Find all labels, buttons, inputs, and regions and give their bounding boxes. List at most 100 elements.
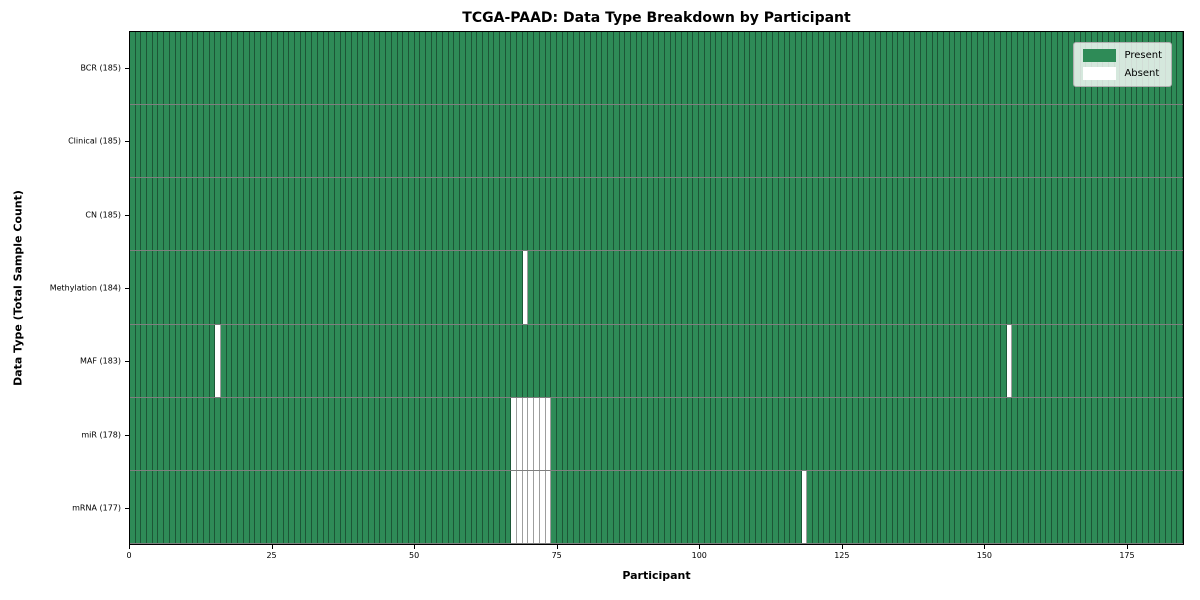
heatmap-cell [277, 324, 284, 397]
heatmap-cell [534, 397, 540, 470]
heatmap-cell [511, 32, 518, 105]
heatmap-cell [266, 470, 273, 543]
heatmap-cell [767, 178, 774, 251]
heatmap-cell [255, 32, 261, 105]
heatmap-cell [1029, 178, 1035, 251]
heatmap-cell [164, 32, 170, 105]
heatmap-cell [835, 178, 842, 251]
heatmap-cell [972, 105, 979, 178]
heatmap-cell [1109, 397, 1115, 470]
heatmap-cell [386, 251, 392, 324]
heatmap-cell [665, 251, 671, 324]
heatmap-cell [591, 32, 597, 105]
heatmap-cell [926, 397, 933, 470]
heatmap-cell [636, 470, 643, 543]
heatmap-cell [539, 470, 546, 543]
heatmap-cell [369, 178, 375, 251]
heatmap-cell [272, 32, 278, 105]
heatmap-cell [283, 470, 290, 543]
heatmap-cell [579, 397, 586, 470]
heatmap-cell [989, 105, 996, 178]
heatmap-cell [858, 470, 865, 543]
heatmap-cell [682, 470, 688, 543]
heatmap-cell [425, 105, 432, 178]
heatmap-cell [198, 470, 204, 543]
x-axis-label: Participant [622, 569, 691, 582]
heatmap-cell [949, 470, 956, 543]
heatmap-cell [972, 251, 979, 324]
heatmap-cell [818, 105, 825, 178]
heatmap-cell [408, 32, 415, 105]
heatmap-cell [238, 178, 244, 251]
heatmap-cell [517, 324, 523, 397]
heatmap-cell [995, 178, 1001, 251]
heatmap-cell [892, 397, 899, 470]
heatmap-cell [613, 105, 620, 178]
heatmap-cell [921, 470, 927, 543]
heatmap-cell [818, 470, 825, 543]
heatmap-cell [1017, 32, 1024, 105]
heatmap-cell [351, 324, 358, 397]
heatmap-cell [642, 324, 648, 397]
heatmap-cell [938, 178, 944, 251]
heatmap-cell [625, 251, 631, 324]
heatmap-cell [926, 32, 933, 105]
heatmap-cell [739, 470, 745, 543]
heatmap-cell [1154, 178, 1161, 251]
heatmap-cell [534, 324, 540, 397]
heatmap-cell [744, 251, 751, 324]
heatmap-cell [767, 32, 774, 105]
heatmap-cell [147, 32, 153, 105]
heatmap-cell [892, 105, 899, 178]
heatmap-cell [591, 470, 597, 543]
heatmap-cell [260, 251, 267, 324]
heatmap-cell [351, 251, 358, 324]
heatmap-cell [978, 32, 984, 105]
heatmap-cell [596, 178, 603, 251]
heatmap-row-miR [130, 397, 1183, 471]
heatmap-cell [203, 251, 210, 324]
heatmap-cell [995, 32, 1001, 105]
heatmap-cell [949, 105, 956, 178]
heatmap-cell [1171, 470, 1178, 543]
heatmap-cell [477, 397, 483, 470]
heatmap-cell [1074, 470, 1081, 543]
heatmap-cell [1120, 324, 1127, 397]
heatmap-cell [295, 251, 301, 324]
heatmap-cell [847, 105, 853, 178]
heatmap-cell [534, 32, 540, 105]
heatmap-cell [625, 32, 631, 105]
heatmap-cell [346, 397, 352, 470]
heatmap-cell [1165, 470, 1172, 543]
heatmap-cell [573, 178, 580, 251]
heatmap-cell [647, 105, 654, 178]
heatmap-cell [716, 105, 722, 178]
heatmap-cell [1154, 105, 1161, 178]
heatmap-cell [619, 105, 626, 178]
heatmap-cell [790, 324, 796, 397]
heatmap-cell [408, 178, 415, 251]
heatmap-cell [756, 470, 762, 543]
heatmap-cell [693, 105, 700, 178]
heatmap-cell [943, 178, 950, 251]
heatmap-cell [1165, 251, 1172, 324]
heatmap-cell [186, 251, 193, 324]
heatmap-cell [568, 105, 574, 178]
heatmap-cell [471, 397, 478, 470]
heatmap-cell [1069, 470, 1075, 543]
heatmap-cell [961, 178, 967, 251]
heatmap-cell [517, 470, 523, 543]
heatmap-cell [164, 105, 170, 178]
y-tick-mark [125, 434, 129, 436]
heatmap-cell [152, 251, 159, 324]
heatmap-cell [152, 105, 159, 178]
heatmap-cell [858, 105, 865, 178]
heatmap-cell [1109, 251, 1115, 324]
heatmap-cell [909, 251, 916, 324]
heatmap-cell [983, 32, 990, 105]
heatmap-cell [602, 470, 609, 543]
heatmap-cell [471, 178, 478, 251]
heatmap-cell [744, 397, 751, 470]
heatmap-cell [995, 470, 1001, 543]
heatmap-cell [739, 32, 745, 105]
